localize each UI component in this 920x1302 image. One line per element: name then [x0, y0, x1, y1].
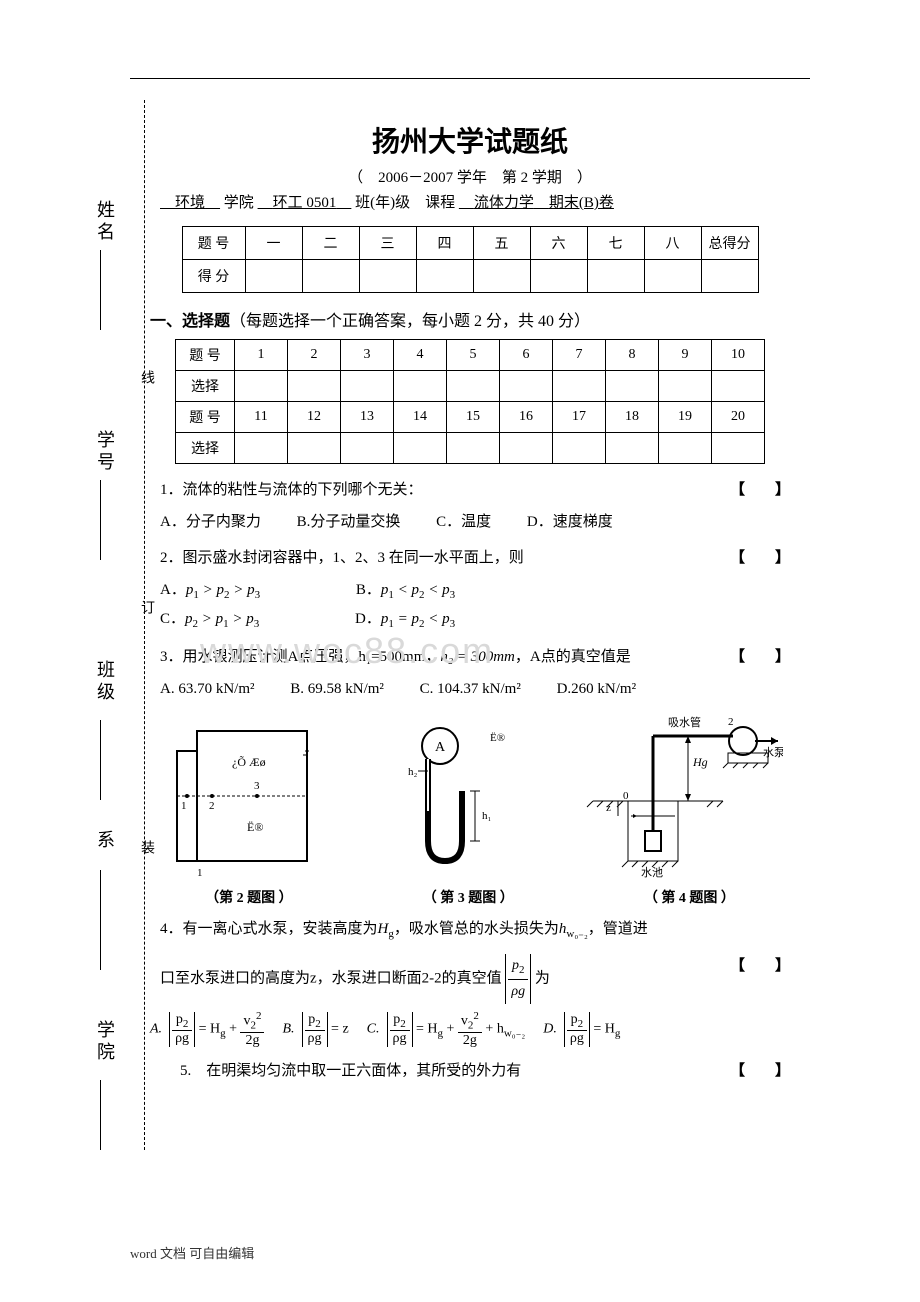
- figure-4: 吸水管 2 水泵 Hg z 0 水池: [573, 711, 783, 881]
- figure-3: A h₂ h₁ Ë®: [370, 711, 540, 881]
- college: 环境: [160, 195, 220, 211]
- table-row: 选择: [176, 433, 765, 464]
- svg-text:2: 2: [728, 716, 734, 728]
- svg-text:z: z: [606, 802, 611, 814]
- figure-captions: （第 2 题图 ） （ 第 3 题图 ） （ 第 4 题图 ）: [140, 887, 800, 907]
- top-rule: [130, 78, 810, 79]
- svg-text:A: A: [435, 740, 446, 755]
- svg-text:3: 3: [254, 780, 260, 792]
- q4-options: A. p2ρg = Hg + v222g B. p2ρg = z C. p2ρg…: [150, 1010, 800, 1048]
- question-5: 5. 在明渠均匀流中取一正六面体，其所受的外力有 【 】: [180, 1059, 790, 1085]
- q2-options: A．p1 > p2 > p3 B．p1 < p2 < p3 C．p2 > p1 …: [160, 576, 790, 636]
- university-title: 扬州大学试题纸: [130, 120, 810, 160]
- side-name: 姓名: [92, 200, 118, 244]
- section-1-title: 一、选择题（每题选择一个正确答案，每小题 2 分，共 40 分）: [150, 307, 810, 331]
- side-line-1: [100, 250, 101, 330]
- page-content: 扬州大学试题纸 （ 2006－2007 学年 第 2 学期 ） 环境 学院 环工…: [130, 80, 810, 1088]
- svg-text:h₂: h₂: [408, 766, 418, 778]
- table-row: 选择: [176, 371, 765, 402]
- side-college: 学院: [92, 1020, 118, 1064]
- q3-options: A. 63.70 kN/m² B. 69.58 kN/m² C. 104.37 …: [160, 675, 790, 704]
- svg-text:1: 1: [181, 800, 187, 812]
- score-table: 题 号 一 二 三 四 五 六 七 八 总得分 得 分: [182, 226, 759, 293]
- table-row: 题 号 一 二 三 四 五 六 七 八 总得分: [182, 227, 758, 260]
- side-class: 班级: [92, 660, 118, 704]
- side-line-5: [100, 1080, 101, 1150]
- table-row: 题 号 12 34 56 78 910: [176, 340, 765, 371]
- svg-text:水泵: 水泵: [763, 746, 783, 759]
- header-line: 环境 学院 环工 0501 班(年)级 课程 流体力学 期末(B)卷: [160, 191, 810, 212]
- question-1: 1．流体的粘性与流体的下列哪个无关： 【 】: [160, 478, 790, 504]
- svg-text:Hg: Hg: [692, 755, 708, 769]
- svg-text:吸水管: 吸水管: [668, 715, 701, 729]
- side-line-4: [100, 870, 101, 970]
- answer-table: 题 号 12 34 56 78 910 选择 题 号 1112 1314 151…: [175, 339, 765, 464]
- svg-text:¿Õ Æø: ¿Õ Æø: [232, 755, 266, 769]
- svg-text:水池: 水池: [641, 866, 663, 879]
- question-2: 2．图示盛水封闭容器中，1、2、3 在同一水平面上，则 【 】: [160, 546, 790, 572]
- course: 流体力学 期末(B)卷: [459, 195, 614, 211]
- class: 环工 0501: [258, 195, 352, 211]
- question-4-line2: 口至水泵进口的高度为z，水泵进口断面2-2的真空值 p2ρg 为 【 】: [160, 954, 790, 1004]
- svg-text:Ë®: Ë®: [490, 732, 505, 744]
- side-id: 学号: [92, 430, 118, 474]
- footer-text: word 文档 可自由编辑: [130, 1243, 254, 1262]
- figure-2: ¿Õ Æø Ë® 1 2 3 1: [157, 711, 337, 881]
- svg-text:2: 2: [209, 800, 215, 812]
- figures-row: ¿Õ Æø Ë® 1 2 3 1 A h₂ h₁: [140, 711, 800, 881]
- table-row: 得 分: [182, 260, 758, 293]
- svg-text:Ë®: Ë®: [247, 820, 263, 834]
- q1-options: A．分子内聚力 B.分子动量交换 C．温度 D．速度梯度: [160, 508, 790, 537]
- term-line: （ 2006－2007 学年 第 2 学期 ）: [130, 166, 810, 187]
- side-dept: 系: [92, 830, 118, 852]
- question-3: 3．用水银测压计测A点压强，h₁=500mm，h₂ = 300mm，A点的真空值…: [160, 645, 790, 671]
- side-line-2: [100, 480, 101, 560]
- side-line-3: [100, 720, 101, 800]
- svg-text:0: 0: [623, 790, 629, 802]
- svg-text:h₁: h₁: [482, 810, 492, 822]
- svg-text:1: 1: [197, 867, 203, 879]
- question-4-line1: 4．有一离心式水泵，安装高度为Hg，吸水管总的水头损失为hw₀₋₂，管道进: [160, 917, 790, 944]
- table-row: 题 号 1112 1314 1516 1718 1920: [176, 402, 765, 433]
